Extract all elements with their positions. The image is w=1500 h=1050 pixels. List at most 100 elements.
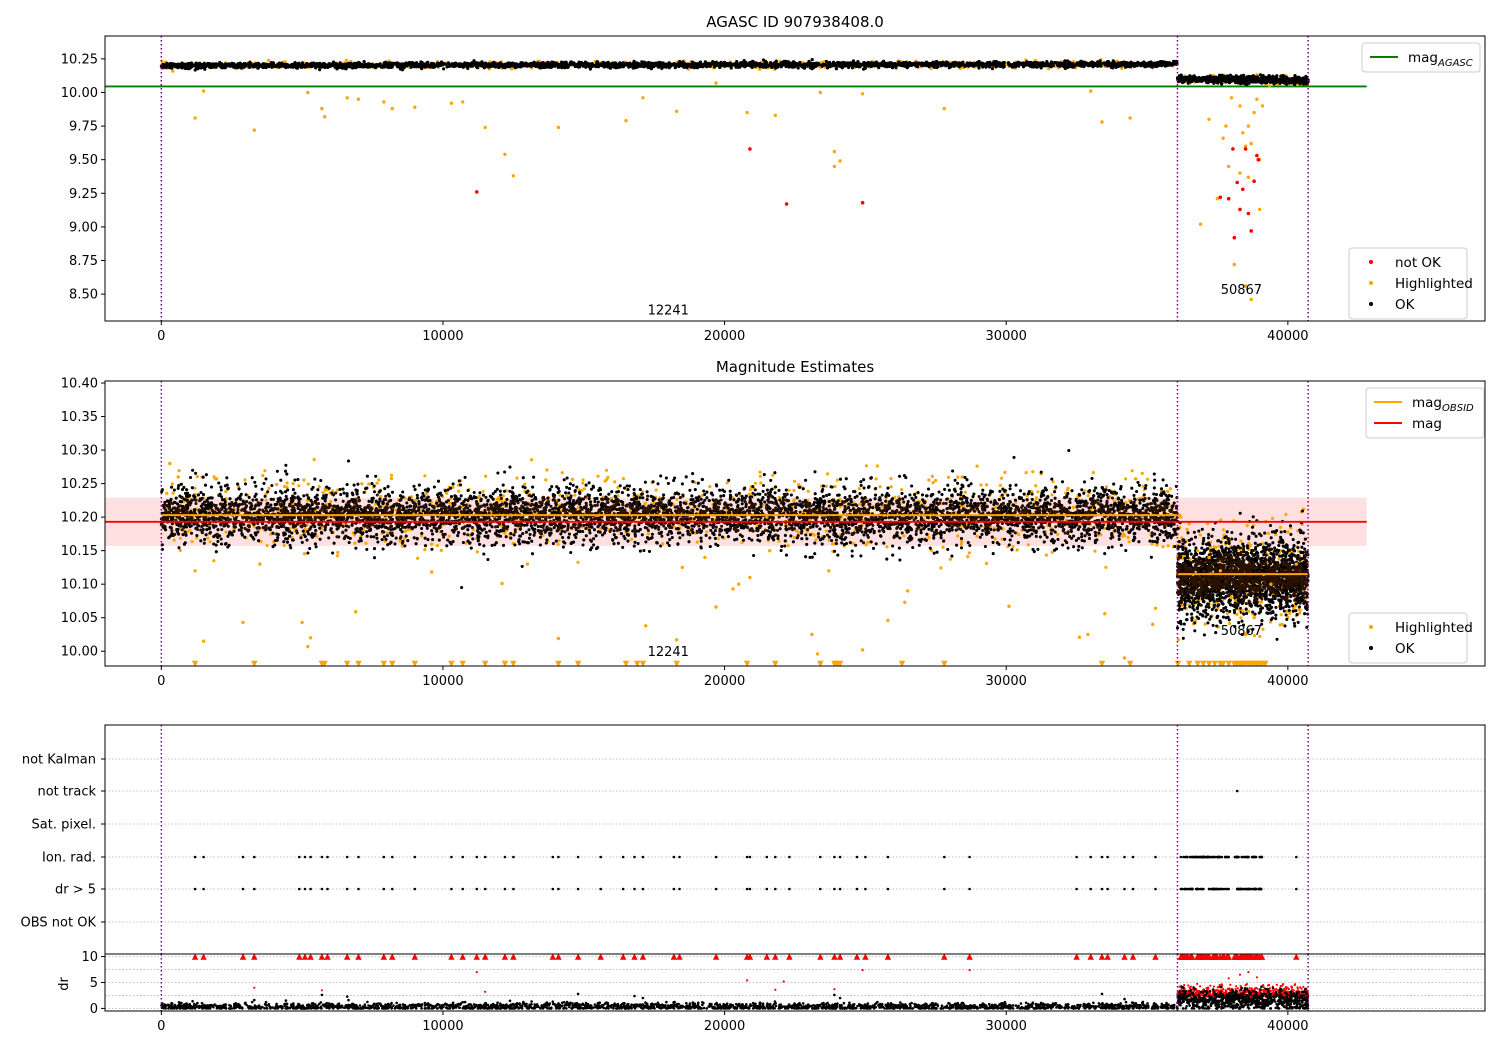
ok-point — [985, 61, 989, 65]
ok-point — [939, 61, 943, 65]
ok-point — [200, 65, 204, 69]
highlighted-point — [1124, 477, 1128, 481]
ok-point — [621, 65, 626, 69]
ok-point — [165, 61, 169, 65]
ok-point — [318, 68, 322, 72]
ok-point — [360, 65, 364, 69]
ok-point — [862, 67, 866, 71]
ok-point — [722, 61, 726, 65]
ok-point — [543, 63, 547, 67]
highlighted-point — [379, 494, 383, 498]
ok-point — [1249, 78, 1253, 82]
ok-point — [1186, 76, 1190, 81]
ok-point — [970, 62, 974, 66]
ok-point — [474, 63, 478, 67]
ok-point — [761, 65, 765, 69]
ok-point — [650, 62, 654, 66]
highlighted-point — [171, 491, 175, 495]
ok-point — [1228, 73, 1232, 77]
legend-point-swatch — [1369, 260, 1373, 264]
not-ok-point — [475, 190, 479, 194]
ok-point — [532, 60, 536, 64]
ok-point — [835, 64, 839, 68]
ok-point — [677, 62, 681, 66]
ok-point — [717, 64, 721, 68]
ok-point — [889, 62, 893, 66]
ok-point — [516, 64, 520, 68]
ok-point — [1116, 61, 1120, 65]
ok-point — [1146, 62, 1150, 66]
ok-point — [1094, 62, 1098, 66]
highlighted-point — [195, 536, 199, 540]
ok-point — [944, 62, 948, 67]
ok-point — [658, 61, 662, 65]
ok-point — [404, 61, 408, 65]
highlighted-point — [177, 469, 181, 473]
highlighted-point — [282, 543, 286, 548]
ok-point — [1090, 62, 1094, 66]
not-ok-point — [1232, 235, 1237, 240]
ok-point — [1208, 77, 1212, 81]
not-ok-point — [1235, 180, 1239, 185]
ok-point — [497, 65, 501, 70]
highlighted-point — [864, 464, 869, 468]
highlighted-point — [360, 482, 364, 486]
ok-point — [1013, 65, 1018, 69]
ok-point — [627, 65, 631, 69]
ok-point — [822, 63, 826, 67]
ok-point — [1098, 61, 1102, 65]
ok-point — [305, 61, 309, 66]
ok-point — [977, 59, 981, 64]
ok-point — [895, 63, 900, 67]
highlighted-point — [178, 536, 182, 540]
ok-point — [1076, 61, 1080, 65]
highlighted-point — [263, 469, 267, 473]
ok-point — [1163, 64, 1167, 68]
ok-point — [1212, 77, 1216, 81]
highlighted-point — [1161, 545, 1165, 549]
ok-point — [817, 62, 821, 67]
not-ok-point — [748, 147, 752, 151]
ok-point — [707, 62, 712, 66]
ok-point — [560, 63, 564, 67]
not-ok-point — [1243, 147, 1248, 151]
highlighted-point — [1015, 548, 1019, 552]
ok-point — [1201, 77, 1205, 81]
ok-point — [1162, 60, 1166, 64]
highlighted-point — [1249, 297, 1253, 302]
ok-point — [198, 63, 202, 67]
ok-point — [405, 64, 409, 68]
ok-point — [366, 63, 370, 67]
ok-point — [610, 62, 614, 66]
highlighted-point — [1258, 207, 1262, 212]
not-ok-point — [784, 202, 789, 206]
ok-point — [893, 62, 897, 66]
highlighted-point — [1246, 124, 1251, 128]
ok-point — [661, 64, 665, 68]
ok-point — [547, 64, 551, 68]
ok-point — [1257, 79, 1262, 83]
y-tick-label: 9.00 — [69, 220, 98, 235]
ok-point — [832, 61, 836, 65]
highlighted-point — [413, 498, 417, 503]
ok-point — [380, 65, 384, 69]
ok-point — [342, 64, 346, 68]
highlighted-point — [1268, 84, 1272, 88]
highlighted-point — [212, 559, 216, 563]
ok-point — [842, 64, 846, 68]
ok-point — [297, 61, 301, 65]
highlighted-point — [1241, 131, 1245, 135]
ok-point — [713, 62, 718, 67]
y-tick-label: 10.00 — [61, 86, 98, 101]
ok-point — [223, 63, 227, 67]
highlighted-point — [302, 478, 306, 482]
panel1-title: AGASC ID 907938408.0 — [706, 13, 884, 31]
ok-point — [1228, 78, 1232, 82]
ok-point — [1047, 63, 1051, 67]
ok-point — [242, 65, 246, 69]
ok-point — [1280, 78, 1284, 82]
ok-point — [656, 63, 660, 67]
x-tick-label: 20000 — [704, 329, 745, 344]
